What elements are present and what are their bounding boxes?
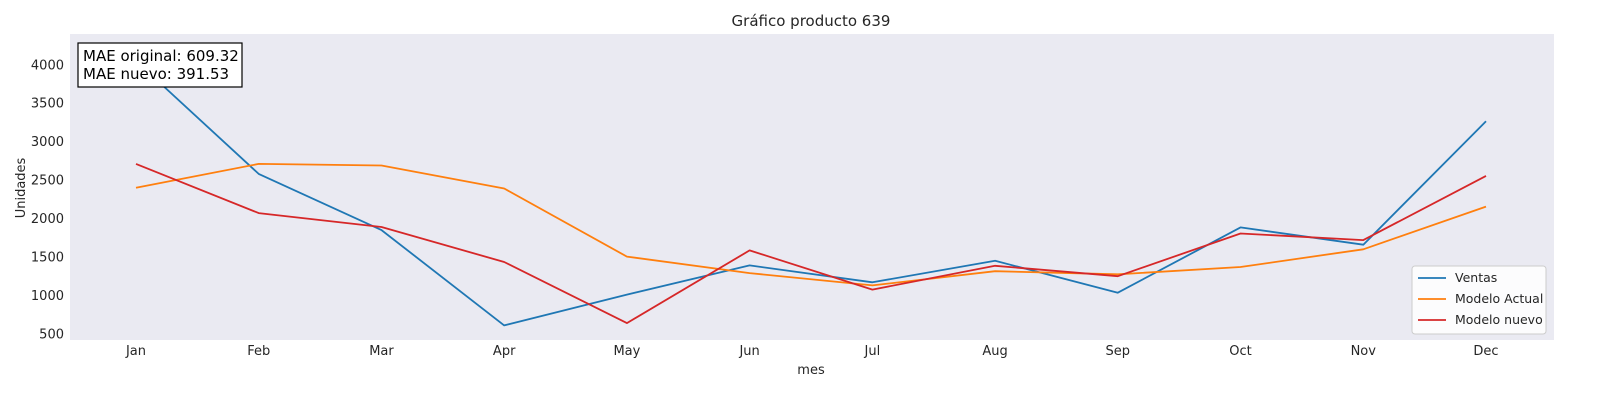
legend-label-modelo-actual: Modelo Actual: [1455, 291, 1543, 306]
y-tick-label: 4000: [31, 58, 64, 73]
y-tick-label: 500: [39, 327, 64, 342]
x-tick-label: Jun: [738, 344, 759, 359]
x-tick-label: Mar: [369, 344, 394, 359]
y-axis-ticks: 500 1000 1500 2000 2500 3000 3500 4000: [31, 58, 64, 342]
legend-label-ventas: Ventas: [1455, 270, 1497, 285]
x-tick-label: Aug: [982, 344, 1007, 359]
x-tick-label: Jul: [864, 344, 881, 359]
legend: Ventas Modelo Actual Modelo nuevo: [1411, 265, 1547, 335]
x-tick-label: Jan: [125, 344, 146, 359]
y-tick-label: 1500: [31, 250, 64, 265]
x-tick-label: Apr: [493, 344, 516, 359]
x-tick-label: Nov: [1351, 344, 1377, 359]
mae-annotation-box: MAE original: 609.32 MAE nuevo: 391.53: [77, 42, 243, 88]
legend-label-modelo-nuevo: Modelo nuevo: [1455, 312, 1543, 327]
y-axis-title: Unidades: [14, 157, 29, 218]
x-tick-label: Dec: [1473, 344, 1498, 359]
y-tick-label: 2500: [31, 174, 64, 189]
x-axis-title: mes: [797, 363, 825, 378]
mae-original-text: MAE original: 609.32: [83, 47, 239, 65]
y-tick-label: 2000: [31, 212, 64, 227]
x-tick-label: Sep: [1106, 344, 1131, 359]
x-tick-label: Oct: [1229, 344, 1251, 359]
series-line-modelo-actual: [135, 162, 1487, 287]
y-tick-label: 3500: [31, 97, 64, 112]
mae-nuevo-text: MAE nuevo: 391.53: [83, 65, 229, 83]
plot-area: [70, 34, 1554, 340]
series-lines: [135, 60, 1487, 327]
series-line-ventas: [135, 60, 1487, 327]
x-tick-label: May: [613, 344, 640, 359]
series-line-modelo-nuevo: [135, 163, 1487, 325]
x-tick-label: Feb: [247, 344, 270, 359]
y-tick-label: 1000: [31, 289, 64, 304]
y-tick-label: 3000: [31, 135, 64, 150]
chart-title: Gráfico producto 639: [732, 12, 891, 30]
x-axis-ticks: Jan Feb Mar Apr May Jun Jul Aug Sep Oct Nov Dec: [125, 344, 1499, 359]
